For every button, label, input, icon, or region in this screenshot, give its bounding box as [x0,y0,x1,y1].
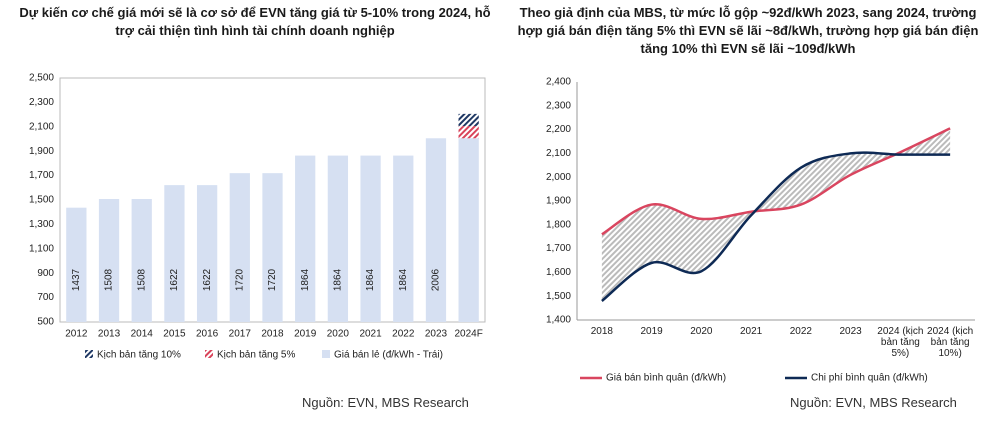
x-tick-label: 2023 [425,329,448,340]
value-label: 1720 [267,268,278,291]
chart-title: Theo giả định của MBS, từ mức lỗ gộp ~92… [517,5,979,56]
bar [131,199,152,322]
bar [360,155,381,322]
x-tick-label: 2023 [839,326,862,337]
bar [229,173,250,322]
value-label: 1437 [71,268,82,291]
x-tick-label: 2020 [327,329,350,340]
value-label: 1720 [234,268,245,291]
y-tick-label: 1,900 [546,196,571,207]
x-tick-label: 2016 [196,329,219,340]
y-tick-label: 1,100 [29,243,54,254]
x-tick-label: 2024 (kịch bản tăng 5%) [877,326,924,359]
x-tick-label: 2024F [454,329,482,340]
y-tick-label: 1,600 [546,267,571,278]
bar [458,126,479,139]
x-tick-label: 2021 [740,326,763,337]
x-tick-label: 2019 [294,329,317,340]
bar [98,199,120,322]
y-tick-label: 1,900 [29,146,54,157]
bar [196,185,218,322]
y-tick-label: 2,300 [29,97,54,108]
legend-label: Giá bán lẻ (đ/kWh - Trái) [334,350,443,361]
y-tick-label: 2,100 [29,121,54,132]
y-tick-label: 2,200 [546,124,571,135]
y-tick-label: 1,500 [29,195,54,206]
legend-swatch [85,350,93,358]
x-tick-label: 2021 [359,329,382,340]
value-label: 1864 [333,268,344,291]
y-tick-label: 1,700 [29,170,54,181]
legend-swatch [205,350,213,358]
y-tick-label: 1,700 [546,243,571,254]
y-tick-label: 1,800 [546,219,571,230]
x-tick-label: 2017 [229,329,252,340]
value-label: 1622 [169,268,180,291]
bar [164,185,185,322]
x-tick-label: 2019 [640,326,663,337]
y-tick-label: 1,500 [546,291,571,302]
gap-area [601,128,951,301]
bar [66,207,87,322]
y-tick-label: 1,400 [546,315,571,326]
value-label: 1622 [202,268,213,291]
bar [393,155,414,322]
bar [295,155,316,322]
bar [425,138,447,322]
x-tick-label: 2018 [590,326,613,337]
x-tick-label: 2012 [65,329,88,340]
y-tick-label: 2,000 [546,172,571,183]
x-tick-label: 2024 (kịch bản tăng 10%) [927,326,974,359]
value-label: 1864 [300,268,311,291]
bar [327,155,349,322]
y-tick-label: 2,400 [546,77,571,88]
x-tick-label: 2014 [131,329,154,340]
bar [458,113,479,127]
line [601,151,951,302]
source: Nguồn: EVN, MBS Research [302,395,469,410]
y-tick-label: 1,300 [29,219,54,230]
bar [262,173,283,322]
y-tick-label: 500 [37,317,54,328]
x-tick-label: 2020 [690,326,713,337]
value-label: 1508 [136,268,147,291]
value-label: 1864 [398,268,409,291]
y-tick-label: 900 [37,268,54,279]
value-label: 2006 [431,268,442,291]
y-tick-label: 2,300 [546,100,571,111]
source: Nguồn: EVN, MBS Research [790,395,957,410]
legend-label: Giá bán bình quân (đ/kWh) [606,373,726,384]
chart-title: Dự kiến cơ chế giá mới sẽ là cơ sở để EV… [19,5,491,38]
x-tick-label: 2018 [261,329,284,340]
value-label: 1864 [365,268,376,291]
y-tick-label: 700 [37,292,54,303]
x-tick-label: 2013 [98,329,121,340]
y-tick-label: 2,100 [546,148,571,159]
bar [458,138,479,322]
x-tick-label: 2015 [163,329,186,340]
value-label: 1508 [104,268,115,291]
y-tick-label: 2,500 [29,73,54,84]
legend-label: Chi phí bình quân (đ/kWh) [811,373,928,384]
legend-swatch [322,350,330,358]
legend-label: Kịch bản tăng 5% [217,350,295,361]
x-tick-label: 2022 [789,326,812,337]
x-tick-label: 2022 [392,329,415,340]
legend-label: Kịch bản tăng 10% [97,350,181,361]
